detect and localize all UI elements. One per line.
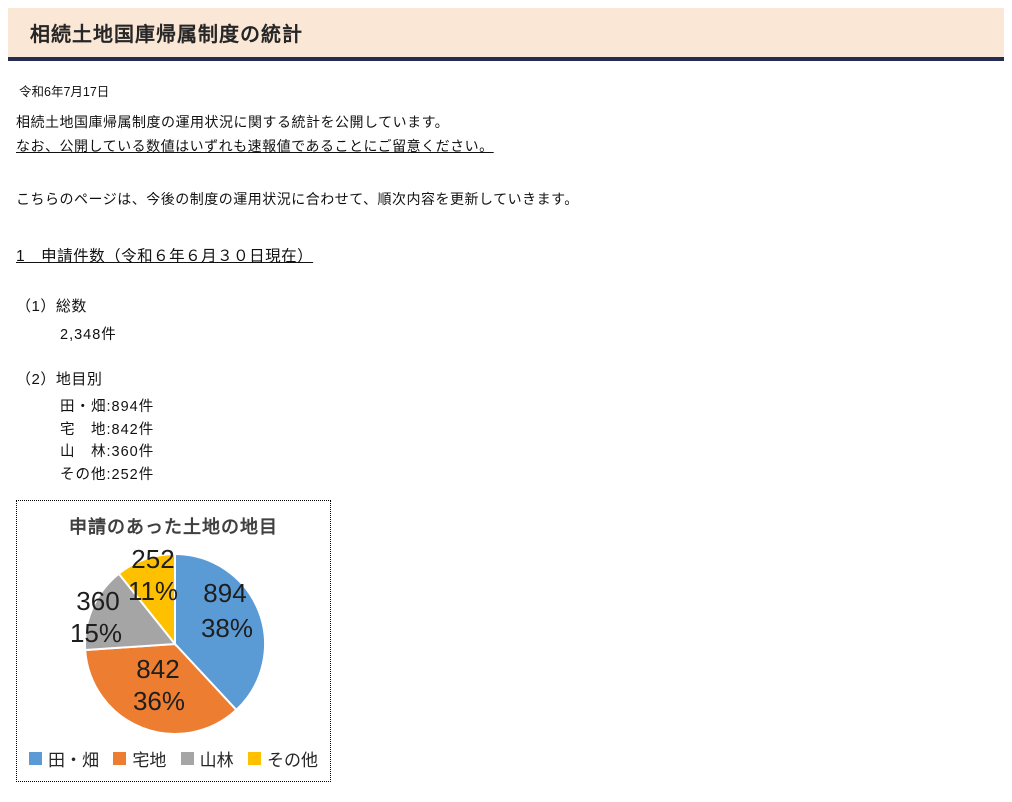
- section-heading-application-count: 1 申請件数（令和６年６月３０日現在）: [16, 248, 314, 265]
- legend-label: 宅地: [132, 751, 167, 770]
- subsection-by-land-category-label: （2）地目別: [16, 371, 103, 388]
- legend-label: 田・畑: [48, 751, 99, 770]
- land-category-item-takuchi: 宅 地:842件: [60, 421, 155, 438]
- pie-percent-label-1: 38%: [201, 613, 253, 643]
- pie-percent-label-2: 36%: [133, 686, 185, 716]
- page-title: 相続土地国庫帰属制度の統計: [30, 24, 303, 46]
- pie-value-label-2: 842: [136, 654, 179, 684]
- land-category-item-tahata: 田・畑:894件: [60, 399, 155, 415]
- legend-item-1: 田・畑: [29, 746, 99, 771]
- legend-swatch-icon: [180, 752, 194, 765]
- main-content: 令和6年7月17日 相続土地国庫帰属制度の運用状況に関する統計を公開しています。…: [0, 61, 1012, 782]
- intro-line-3: こちらのページは、今後の制度の運用状況に合わせて、順次内容を更新していきます。: [16, 191, 579, 207]
- legend-item-3: 山林: [180, 746, 234, 771]
- pie-slice-1: [174, 552, 266, 712]
- legend-label: 山林: [199, 751, 234, 770]
- chart-legend: 田・畑 宅地 山林 その他: [17, 746, 330, 771]
- legend-swatch-icon: [247, 752, 261, 765]
- intro-line-1: 相続土地国庫帰属制度の運用状況に関する統計を公開しています。: [16, 114, 450, 130]
- legend-item-2: 宅地: [113, 746, 166, 771]
- publish-date: 令和6年7月17日: [19, 85, 110, 99]
- chart-title: 申請のあった土地の地目: [69, 517, 278, 537]
- intro-line-2-note: なお、公開している数値はいずれも速報値であることにご留意ください。: [16, 138, 494, 154]
- pie-chart-panel: 894 38% 842 36% 360 15% 252 11% 申請のあった土地の地目 田・畑…: [16, 500, 331, 782]
- legend-swatch-icon: [29, 752, 42, 765]
- pie-percent-label-4: 11%: [128, 576, 178, 606]
- total-count-value: 2,348件: [60, 327, 117, 343]
- pie-value-label-4: 252: [131, 544, 174, 574]
- subsection-total-label: （1）総数: [16, 298, 87, 315]
- pie-value-label-1: 894: [203, 578, 246, 608]
- pie-percent-label-3: 15%: [70, 618, 122, 648]
- legend-label: その他: [266, 751, 318, 770]
- legend-item-4: その他: [247, 746, 318, 771]
- page-header: 相続土地国庫帰属制度の統計: [8, 8, 1004, 61]
- pie-slice-4: [117, 552, 176, 647]
- land-category-item-sonota: その他:252件: [60, 466, 155, 483]
- legend-swatch-icon: [113, 752, 127, 765]
- land-category-item-sanrin: 山 林:360件: [60, 444, 155, 460]
- land-category-list: 田・畑:894件 宅 地:842件 山 林:360件 その他:252件: [16, 396, 1012, 486]
- pie-slice-2: [84, 642, 238, 735]
- pie-slice-3: [84, 572, 177, 652]
- pie-value-label-3: 360: [76, 586, 119, 616]
